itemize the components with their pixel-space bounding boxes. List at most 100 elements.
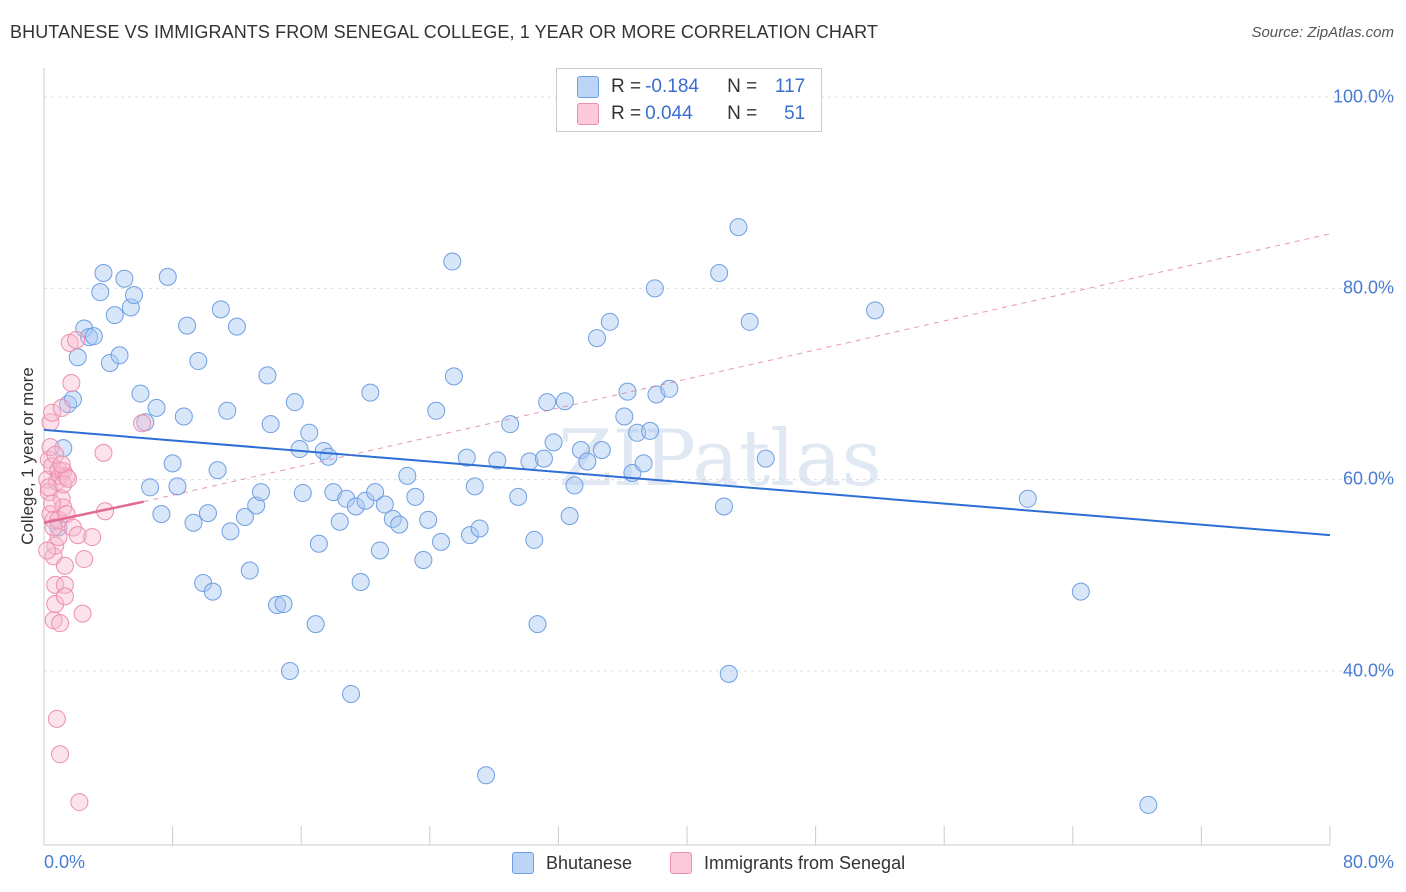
data-point-bhutanese [714, 497, 733, 516]
data-point-bhutanese [290, 440, 309, 459]
stats-legend-row-senegal: R = 0.044 N = 51 [577, 102, 805, 126]
data-point-bhutanese [641, 421, 660, 440]
x-tick-label-min: 0.0% [44, 852, 86, 872]
data-point-bhutanese [211, 300, 230, 319]
data-point-senegal [46, 595, 65, 614]
data-point-senegal [94, 443, 113, 462]
data-point-bhutanese [189, 352, 208, 371]
data-point-bhutanese [615, 407, 634, 426]
data-point-bhutanese [184, 513, 203, 532]
data-point-bhutanese [544, 433, 563, 452]
n-label: N = [727, 76, 758, 97]
data-point-bhutanese [274, 595, 293, 614]
data-point-bhutanese [366, 483, 385, 502]
n-label: N = [727, 103, 758, 124]
data-point-bhutanese [634, 454, 653, 473]
n-value: 117 [774, 76, 806, 97]
data-point-bhutanese [1071, 582, 1090, 601]
data-point-bhutanese [258, 366, 277, 385]
data-point-bhutanese [208, 461, 227, 480]
data-point-senegal [43, 494, 62, 513]
data-point-bhutanese [240, 561, 259, 580]
data-point-bhutanese [293, 484, 312, 503]
senegal-points [38, 330, 152, 812]
data-point-bhutanese [443, 252, 462, 271]
data-point-senegal [51, 614, 70, 633]
data-point-bhutanese [555, 392, 574, 411]
chart-title: BHUTANESE VS IMMIGRANTS FROM SENEGAL COL… [10, 22, 878, 42]
data-point-bhutanese [571, 441, 590, 460]
data-point-bhutanese [141, 478, 160, 497]
data-point-bhutanese [501, 415, 520, 434]
data-point-bhutanese [227, 317, 246, 336]
data-point-senegal [73, 604, 92, 623]
data-point-bhutanese [158, 267, 177, 286]
data-point-senegal [68, 526, 87, 545]
data-point-bhutanese [710, 264, 729, 283]
data-point-bhutanese [419, 510, 438, 529]
data-point-bhutanese [578, 452, 597, 471]
data-point-bhutanese [398, 466, 417, 485]
data-point-senegal [46, 575, 65, 594]
data-point-bhutanese [525, 530, 544, 549]
r-label: R = [611, 76, 642, 97]
data-point-bhutanese [427, 401, 446, 420]
legend-swatch-blue [512, 852, 534, 874]
axes [43, 68, 1331, 846]
trend-line-senegal [43, 500, 144, 524]
data-point-bhutanese [147, 398, 166, 417]
data-point-bhutanese [152, 505, 171, 524]
data-point-bhutanese [740, 312, 759, 331]
data-point-bhutanese [306, 615, 325, 634]
data-point-bhutanese [309, 534, 328, 553]
grid-lines [44, 96, 1392, 672]
r-label: R = [611, 103, 642, 124]
data-point-bhutanese [414, 551, 433, 570]
source-label: Source: ZipAtlas.com [1251, 24, 1394, 41]
data-point-bhutanese [432, 532, 451, 551]
data-point-bhutanese [235, 507, 254, 526]
data-point-bhutanese [565, 476, 584, 495]
data-point-senegal [133, 414, 152, 433]
y-tick-label: 80.0% [1342, 277, 1394, 298]
data-point-bhutanese [314, 441, 333, 460]
data-point-senegal [67, 330, 86, 349]
legend-swatch-pink [577, 103, 599, 125]
watermark: ZIPatlas [558, 414, 881, 504]
data-point-bhutanese [131, 384, 150, 403]
data-point-bhutanese [300, 423, 319, 442]
data-point-bhutanese [168, 477, 187, 496]
y-tick-label: 100.0% [1332, 86, 1394, 107]
data-point-senegal [55, 556, 74, 575]
data-point-bhutanese [509, 487, 528, 506]
data-point-bhutanese [465, 477, 484, 496]
data-point-bhutanese [457, 448, 476, 467]
data-point-bhutanese [94, 264, 113, 283]
data-point-bhutanese [203, 582, 222, 601]
data-point-senegal [83, 528, 102, 547]
data-point-bhutanese [91, 283, 110, 302]
data-point-bhutanese [375, 495, 394, 514]
r-value: -0.184 [645, 76, 699, 97]
data-point-bhutanese [756, 449, 775, 468]
data-point-bhutanese [560, 507, 579, 526]
y-tick-label: 40.0% [1342, 660, 1394, 681]
data-point-bhutanese [488, 451, 507, 470]
data-point-bhutanese [460, 526, 479, 545]
data-point-senegal [54, 475, 73, 494]
trend-line-senegal-extension [143, 233, 1331, 503]
legend-item-bhutanese: Bhutanese [512, 852, 632, 874]
data-point-senegal [75, 550, 94, 569]
data-point-bhutanese [252, 483, 271, 502]
data-point-senegal [55, 587, 74, 606]
y-axis-label: College, 1 year or more [18, 367, 37, 545]
trend-line-bhutanese [43, 428, 1331, 537]
data-point-bhutanese [84, 327, 103, 346]
data-point-bhutanese [221, 522, 240, 541]
r-value: 0.044 [645, 103, 693, 124]
data-point-bhutanese [198, 504, 217, 523]
data-point-bhutanese [729, 218, 748, 237]
data-point-bhutanese [105, 306, 124, 325]
data-point-bhutanese [174, 407, 193, 426]
